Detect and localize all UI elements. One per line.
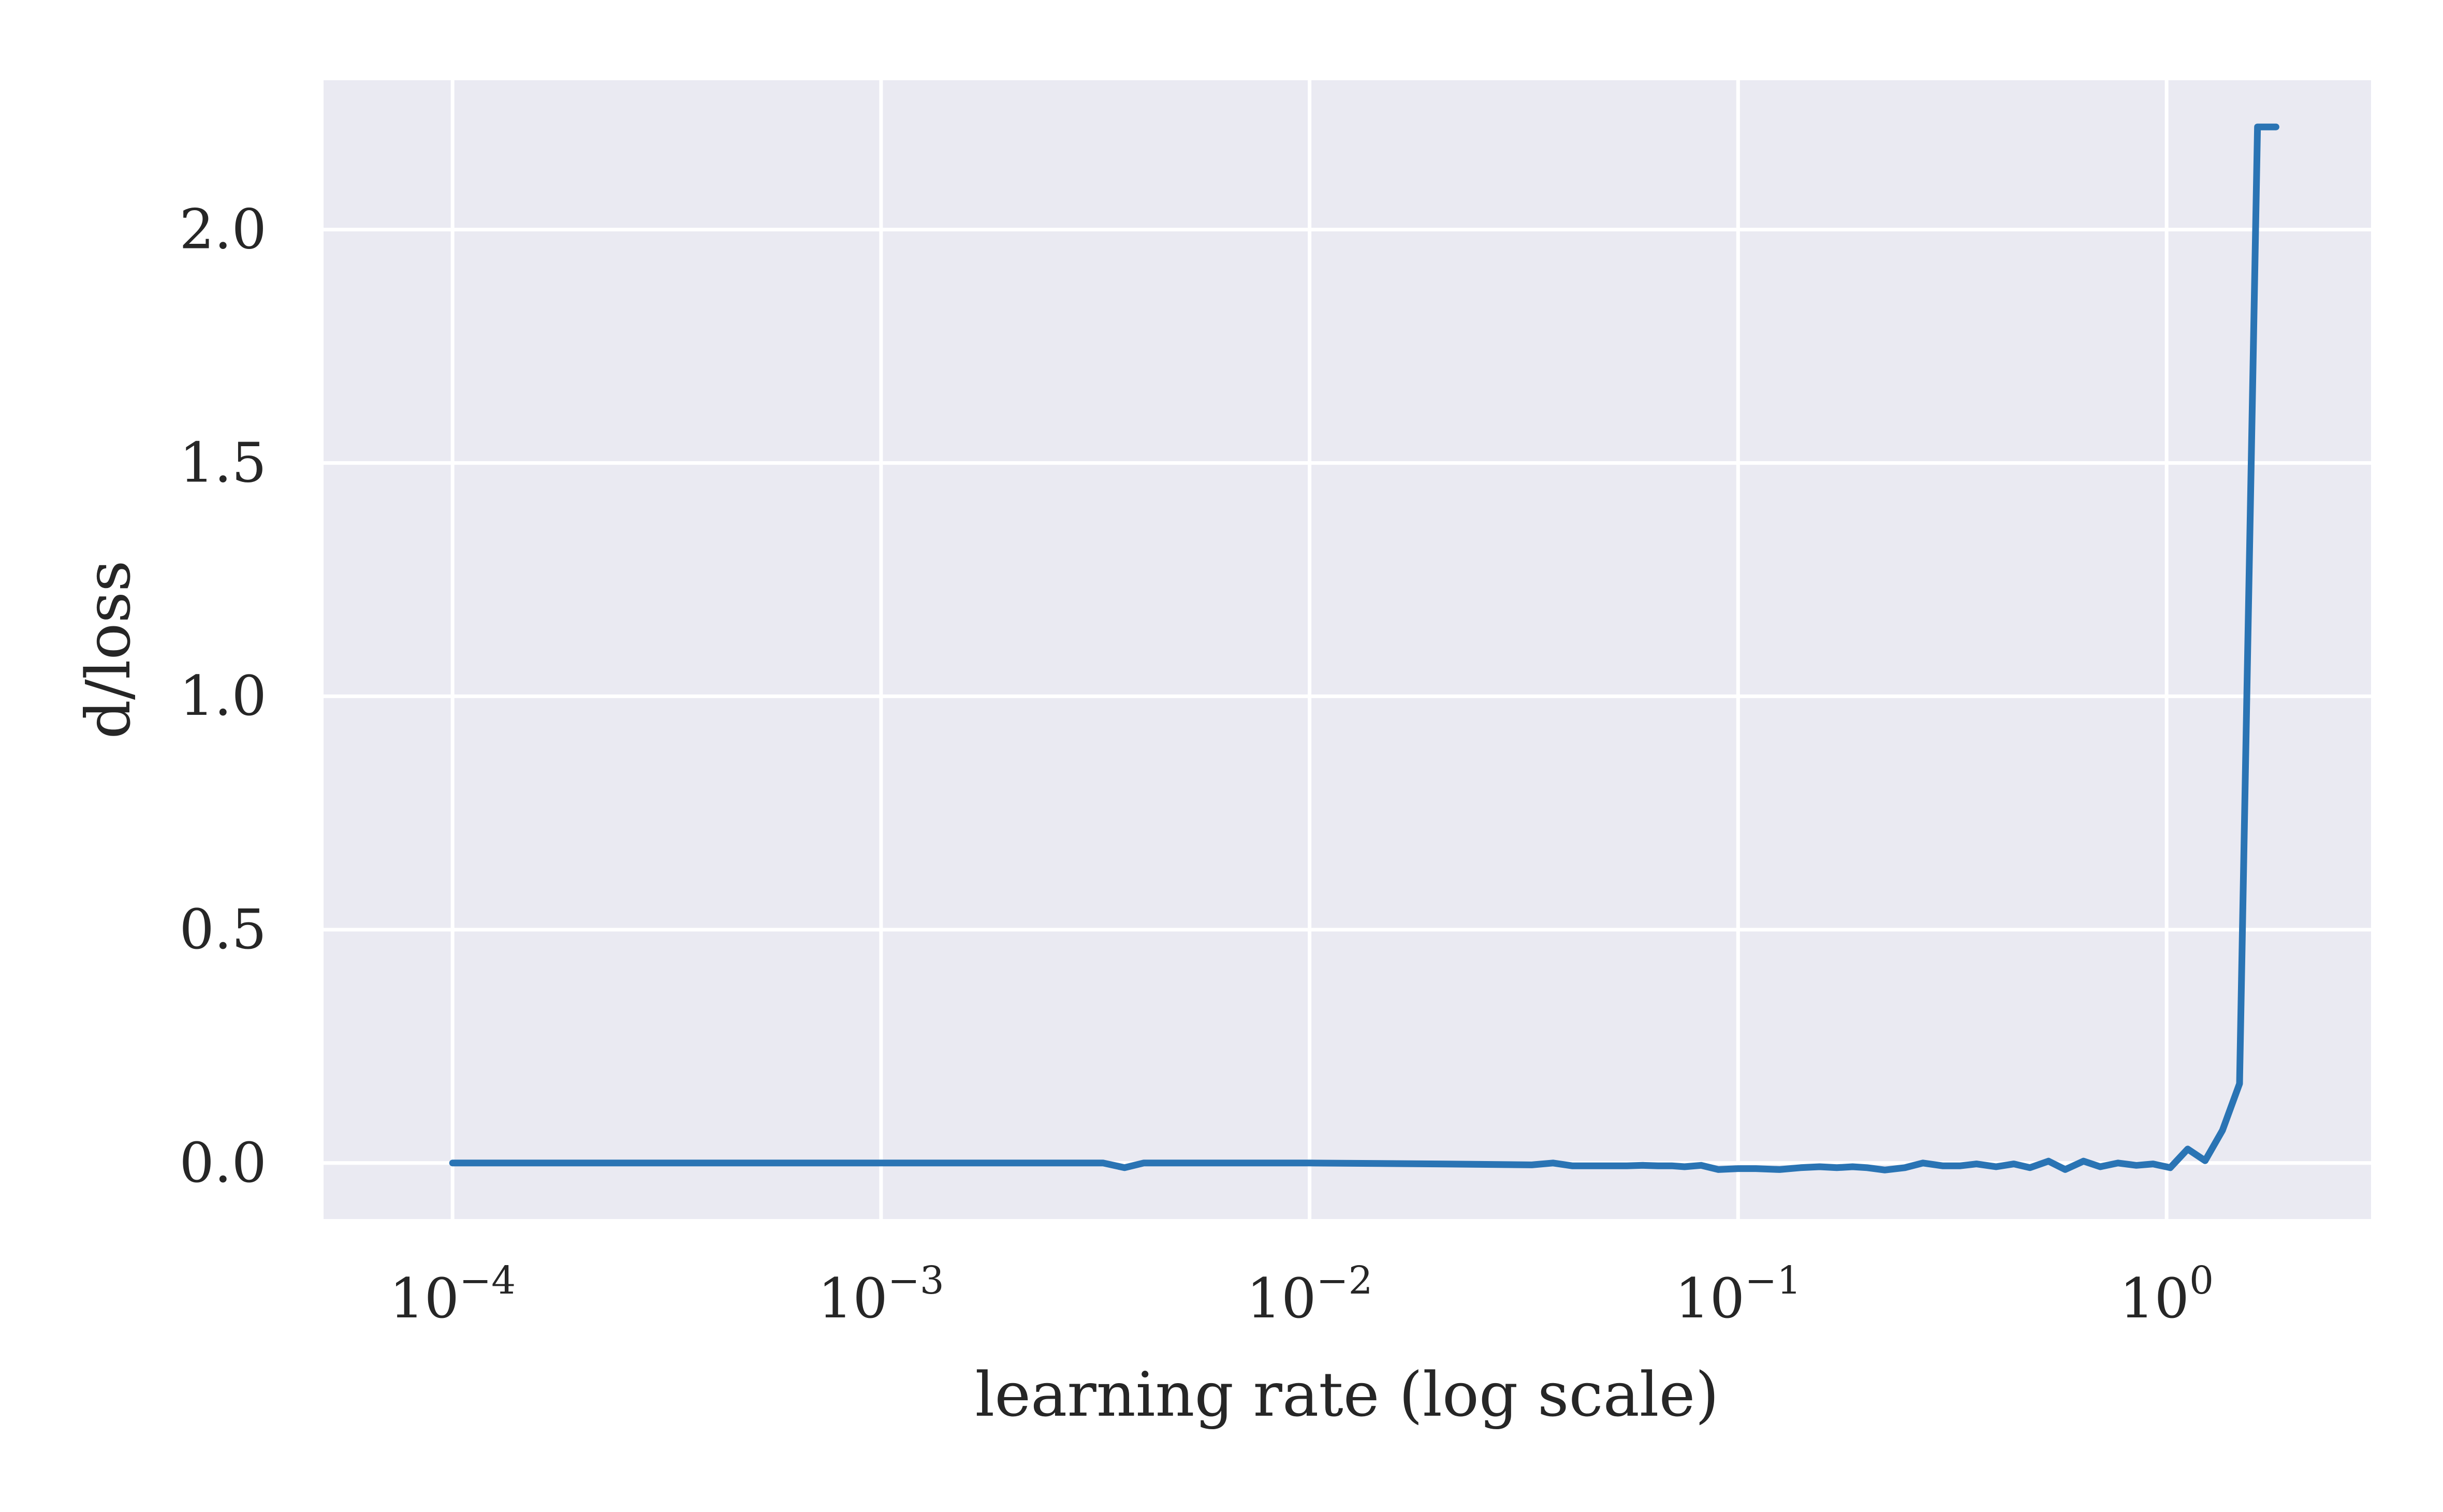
y-tick-label: 0.0 (179, 1131, 267, 1195)
x-axis-label: learning rate (log scale) (975, 1359, 1719, 1430)
x-tick-label: 100 (2119, 1258, 2214, 1330)
x-axis-ticks: 10−4 10−3 10−2 10−1 100 (389, 1258, 2214, 1330)
series-line (449, 123, 2279, 1173)
series-layer (449, 123, 2279, 1173)
y-tick-label: 1.0 (179, 664, 267, 728)
x-tick-label: 10−4 (389, 1258, 516, 1330)
x-tick-label: 10−2 (1247, 1258, 1373, 1330)
x-tick-label: 10−1 (1675, 1258, 1801, 1330)
y-tick-label: 1.5 (179, 431, 267, 494)
y-tick-label: 2.0 (179, 198, 267, 261)
plot-background (324, 80, 2371, 1219)
y-tick-label: 0.5 (179, 898, 267, 961)
y-axis-label: d/loss (72, 560, 144, 739)
y-axis-ticks: 0.0 0.5 1.0 1.5 2.0 (179, 198, 267, 1195)
x-tick-label: 10−3 (818, 1258, 944, 1330)
